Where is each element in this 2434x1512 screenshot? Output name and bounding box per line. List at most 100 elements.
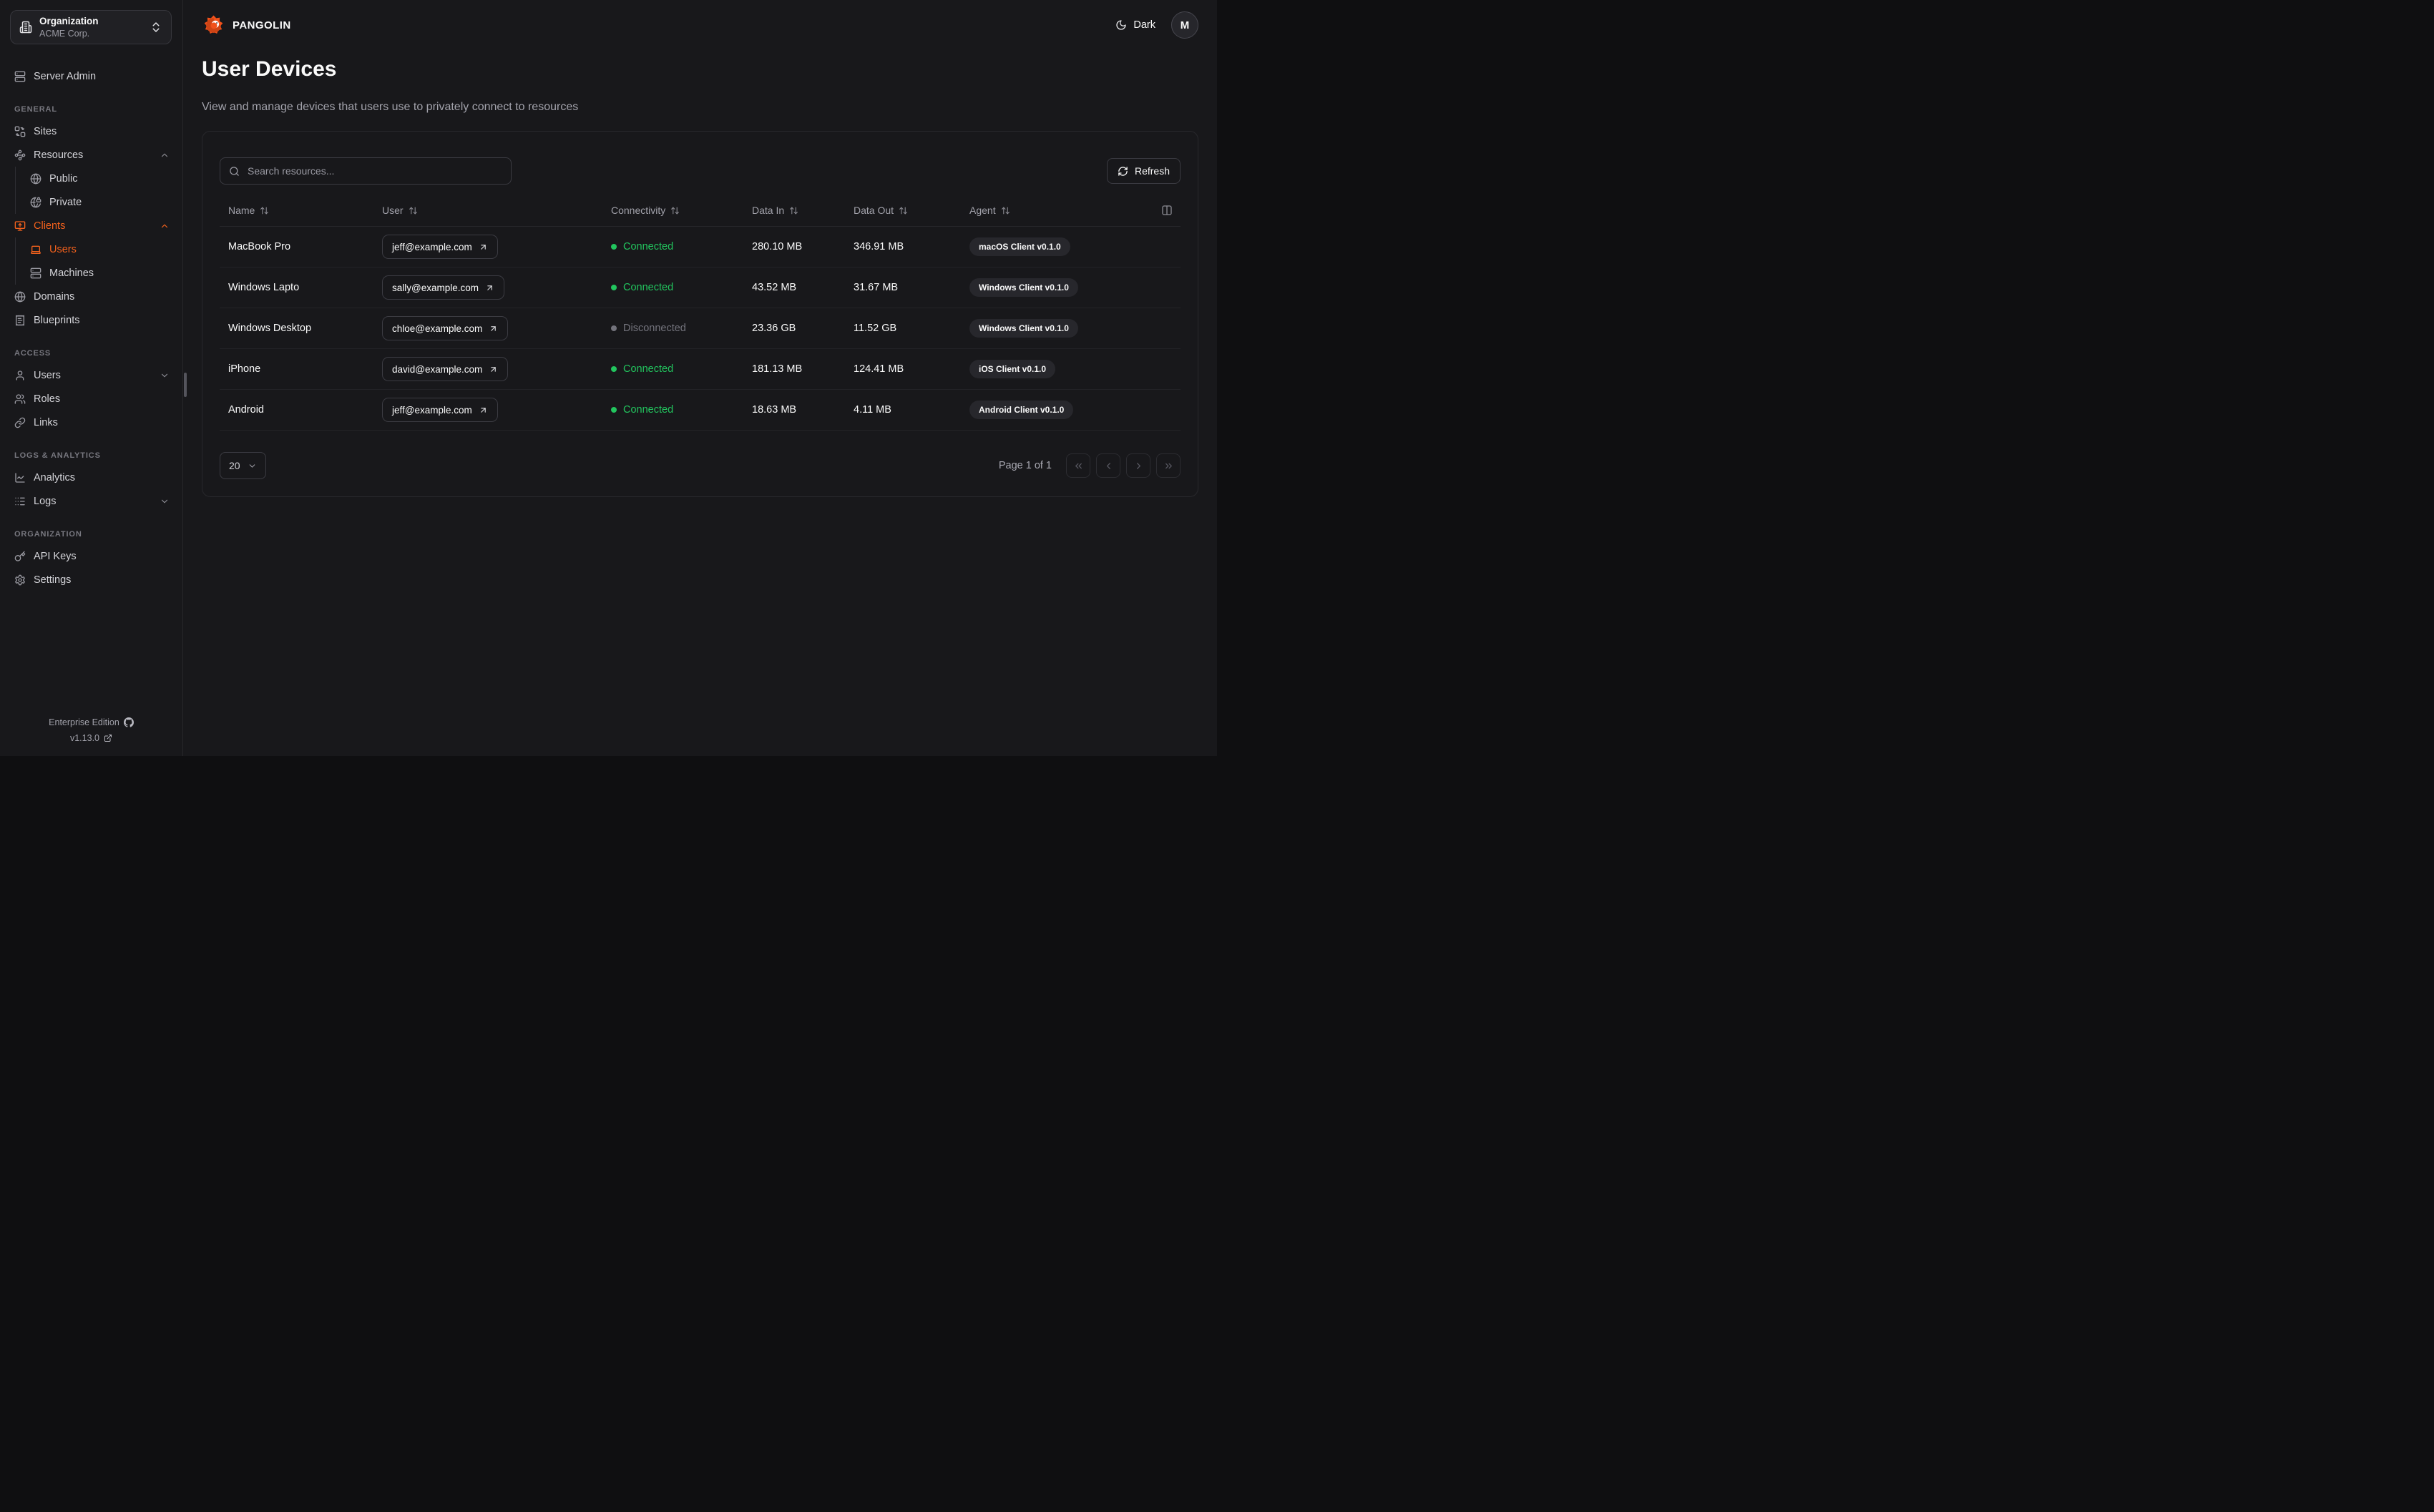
avatar[interactable]: M xyxy=(1171,11,1198,39)
search-box xyxy=(220,157,512,185)
sidebar-item-public[interactable]: Public xyxy=(16,167,182,190)
table-row-android: Android jeff@example.com Connected 18.63 MB… xyxy=(220,390,1181,431)
device-name-cell: Windows Desktop xyxy=(228,323,312,335)
key-icon xyxy=(14,551,26,562)
user-link-button[interactable]: chloe@example.com xyxy=(382,316,509,341)
refresh-button[interactable]: Refresh xyxy=(1106,158,1181,185)
sidebar-item-settings[interactable]: Settings xyxy=(0,568,182,591)
sidebar-item-private[interactable]: Private xyxy=(16,190,182,214)
sidebar-item-domains[interactable]: Domains xyxy=(0,285,182,308)
user-email: jeff@example.com xyxy=(392,404,472,416)
user-link-button[interactable]: jeff@example.com xyxy=(382,398,498,423)
sidebar-item-sites[interactable]: Sites xyxy=(0,119,182,143)
page-subtitle: View and manage devices that users use t… xyxy=(202,101,579,114)
arrow-up-right-icon xyxy=(479,406,488,415)
sidebar-item-logs[interactable]: Logs xyxy=(0,489,182,513)
column-label: Data Out xyxy=(854,205,894,217)
connectivity-label: Connected xyxy=(623,363,674,375)
data-out-cell: 4.11 MB xyxy=(854,404,891,416)
sidebar-item-blueprints[interactable]: Blueprints xyxy=(0,308,182,332)
sidebar-item-api-keys[interactable]: API Keys xyxy=(0,544,182,568)
sidebar-item-label: Blueprints xyxy=(34,314,80,326)
columns-icon xyxy=(1161,205,1173,216)
topbar: PANGOLIN Dark M xyxy=(202,0,1198,50)
section-label-organization: ORGANIZATION xyxy=(14,530,82,539)
column-header-data-out[interactable]: Data Out xyxy=(845,205,961,216)
github-icon[interactable] xyxy=(123,717,134,727)
column-header-connectivity[interactable]: Connectivity xyxy=(602,205,743,216)
columns-toggle-button[interactable] xyxy=(1158,201,1176,220)
devices-card: Refresh Name User Connectivity xyxy=(202,131,1198,498)
sites-icon xyxy=(14,126,26,137)
table-row-windows-desktop: Windows Desktop chloe@example.com Disconne… xyxy=(220,308,1181,350)
connectivity-status: Connected xyxy=(611,363,673,375)
sidebar-item-users[interactable]: Users xyxy=(16,237,182,261)
brand-name: PANGOLIN xyxy=(233,19,291,31)
globe-lock-icon xyxy=(30,197,41,208)
last-page-button[interactable] xyxy=(1156,453,1181,478)
devices-table: Name User Connectivity Data In xyxy=(220,195,1181,431)
user-link-button[interactable]: david@example.com xyxy=(382,357,509,382)
user-cell: sally@example.com xyxy=(373,275,602,300)
sidebar-item-clients[interactable]: Clients xyxy=(0,214,182,237)
pagination: Page 1 of 1 xyxy=(999,453,1181,478)
version-row[interactable]: v1.13.0 xyxy=(0,730,182,746)
sidebar-item-label: Settings xyxy=(34,574,72,586)
column-label: User xyxy=(382,205,404,217)
theme-toggle[interactable]: Dark xyxy=(1115,19,1155,31)
connectivity-status: Disconnected xyxy=(611,323,686,334)
column-header-name[interactable]: Name xyxy=(220,205,373,216)
first-page-button[interactable] xyxy=(1066,453,1090,478)
connectivity-label: Connected xyxy=(623,404,674,416)
data-in-cell: 18.63 MB xyxy=(752,404,797,416)
column-header-options xyxy=(1140,201,1181,220)
waypoints-icon xyxy=(14,149,26,161)
user-link-button[interactable]: sally@example.com xyxy=(382,275,504,300)
logs-icon xyxy=(14,496,26,507)
column-header-user[interactable]: User xyxy=(373,205,602,216)
brand[interactable]: PANGOLIN xyxy=(202,14,291,37)
data-out-cell: 346.91 MB xyxy=(854,241,904,253)
status-dot-icon xyxy=(611,407,617,413)
column-header-data-in[interactable]: Data In xyxy=(743,205,845,216)
sidebar-item-links[interactable]: Links xyxy=(0,411,182,434)
prev-page-button[interactable] xyxy=(1096,453,1120,478)
column-header-agent[interactable]: Agent xyxy=(961,205,1140,216)
sidebar-item-label: Private xyxy=(49,196,82,208)
user-cell: jeff@example.com xyxy=(373,398,602,423)
sidebar-item-server-admin[interactable]: Server Admin xyxy=(0,64,182,88)
search-input[interactable] xyxy=(246,165,502,178)
search-icon xyxy=(229,166,240,177)
sort-icon xyxy=(789,206,798,215)
sidebar-item-machines[interactable]: Machines xyxy=(16,261,182,285)
sidebar-item-label: Resources xyxy=(34,149,84,161)
sidebar-nav: Server Admin GENERAL Sites Resources Public P… xyxy=(0,47,182,715)
sidebar-item-resources[interactable]: Resources xyxy=(0,143,182,167)
chart-icon xyxy=(14,472,26,483)
connectivity-cell: Connected xyxy=(602,241,743,252)
agent-cell: Windows Client v0.1.0 xyxy=(961,278,1140,298)
receipt-icon xyxy=(14,315,26,326)
main-area: PANGOLIN Dark M User Devices View and ma… xyxy=(183,0,1217,756)
chevron-right-icon xyxy=(1133,461,1144,471)
user-link-button[interactable]: jeff@example.com xyxy=(382,235,498,260)
moon-icon xyxy=(1115,19,1127,31)
page-size-select[interactable]: 20 xyxy=(220,452,266,480)
sidebar-scrollbar[interactable] xyxy=(184,373,187,397)
org-selector[interactable]: Organization ACME Corp. xyxy=(10,10,172,44)
agent-badge: macOS Client v0.1.0 xyxy=(969,237,1070,257)
sidebar-item-analytics[interactable]: Analytics xyxy=(0,466,182,489)
sidebar-item-users[interactable]: Users xyxy=(0,363,182,387)
next-page-button[interactable] xyxy=(1126,453,1150,478)
connectivity-label: Disconnected xyxy=(623,323,686,335)
data-out-cell: 11.52 GB xyxy=(854,323,897,335)
sidebar-item-roles[interactable]: Roles xyxy=(0,387,182,411)
user-cell: david@example.com xyxy=(373,357,602,382)
sort-icon xyxy=(1001,206,1010,215)
building-icon xyxy=(19,21,32,34)
connectivity-status: Connected xyxy=(611,241,673,252)
user-email: david@example.com xyxy=(392,363,483,375)
sidebar-item-label: Analytics xyxy=(34,471,76,483)
data-in-cell: 23.36 GB xyxy=(752,323,796,335)
refresh-icon xyxy=(1118,166,1128,177)
